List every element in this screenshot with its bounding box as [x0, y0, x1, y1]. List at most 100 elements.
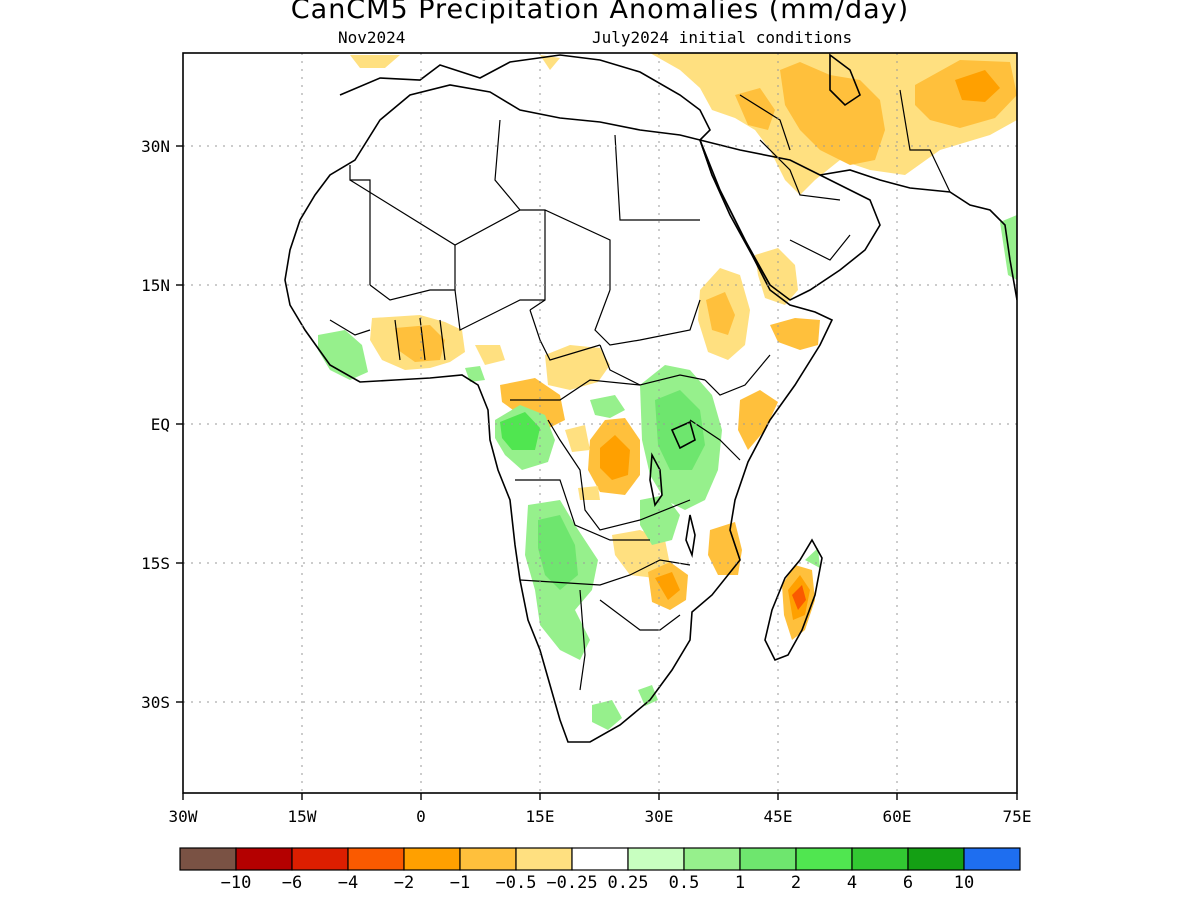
border-line	[349, 179, 611, 290]
wet-anomaly-region	[655, 390, 705, 470]
caspian-coastline	[829, 53, 861, 107]
border-line	[349, 165, 371, 285]
map-frame	[182, 52, 1018, 794]
anomaly-shading	[318, 53, 1017, 730]
colorbar-label: 2	[791, 873, 801, 893]
dry-anomaly-region	[578, 486, 600, 500]
graticule	[183, 53, 1017, 793]
colorbar-swatch	[179, 847, 237, 871]
colorbar-swatch	[291, 847, 349, 871]
colorbar-swatch	[235, 847, 293, 871]
colorbar-label: −2	[394, 873, 414, 893]
x-tick-label: 60E	[883, 807, 912, 826]
border-line	[547, 419, 691, 531]
dry-anomaly-region	[955, 70, 1000, 102]
border-line	[739, 94, 791, 151]
colorbar-swatch	[795, 847, 853, 871]
x-tick-label: 15W	[288, 807, 317, 826]
border-line	[579, 589, 586, 691]
colorbar-swatch	[403, 847, 461, 871]
dry-anomaly-region	[780, 62, 885, 165]
border-line	[704, 354, 771, 396]
mediterranean-coastline	[339, 54, 711, 141]
wet-anomaly-region	[538, 515, 578, 590]
y-tick-label: 30N	[141, 137, 170, 156]
dry-anomaly-region	[600, 435, 630, 480]
lake-malawi	[685, 514, 696, 559]
wet-anomaly-region	[590, 395, 625, 418]
y-tick-label: 15S	[141, 554, 170, 573]
border-line	[515, 479, 650, 541]
colorbar-swatch	[739, 847, 797, 871]
colorbar-swatch	[571, 847, 629, 871]
dry-anomaly-region	[565, 425, 590, 452]
colorbar-swatch	[683, 847, 741, 871]
x-tick-label: 30W	[169, 807, 198, 826]
red-sea-coastline	[699, 139, 771, 286]
colorbar-label: −1	[450, 873, 470, 893]
y-tick-label: EQ	[151, 415, 170, 434]
chart-title: CanCM5 Precipitation Anomalies (mm/day)	[290, 0, 910, 25]
dry-anomaly-region	[350, 55, 400, 68]
iran-coastline	[819, 169, 1017, 301]
border-line	[529, 309, 601, 361]
border-line	[329, 319, 371, 336]
dry-anomaly-region	[500, 378, 565, 430]
border-line	[519, 559, 691, 586]
colorbar-label: −0.5	[496, 873, 537, 893]
border-line	[759, 139, 841, 201]
colorbar-swatch	[963, 847, 1021, 871]
x-tick-label: 45E	[764, 807, 793, 826]
border-line	[599, 599, 681, 631]
wet-anomaly-region	[638, 685, 658, 706]
dry-anomaly-region	[655, 572, 680, 600]
colorbar-swatch	[347, 847, 405, 871]
lake-tanganyika	[649, 452, 663, 507]
colorbar-label: −0.25	[546, 873, 597, 893]
border-line	[614, 134, 700, 221]
dry-anomaly-region	[770, 318, 820, 350]
dry-anomaly-region	[540, 55, 560, 70]
wet-anomaly-region	[500, 412, 540, 450]
y-tick-label: 30S	[141, 693, 170, 712]
dry-anomaly-region	[792, 585, 806, 610]
border-line	[369, 245, 456, 301]
border-line	[494, 119, 521, 211]
border-line	[689, 419, 741, 461]
lake-victoria	[670, 420, 696, 450]
colorbar-label: −4	[338, 873, 358, 893]
dry-anomaly-region	[706, 292, 735, 335]
colorbar-label: −10	[221, 873, 252, 893]
tick-marks	[176, 145, 1018, 800]
wet-anomaly-region	[592, 700, 622, 730]
colorbar-label: 0.5	[669, 873, 700, 893]
wet-anomaly-region	[465, 366, 485, 382]
y-tick-label: 15N	[141, 276, 170, 295]
x-tick-label: 75E	[1003, 807, 1032, 826]
border-line	[594, 289, 701, 346]
border-line	[454, 289, 545, 331]
dry-anomaly-region	[475, 345, 505, 365]
colorbar-label: −6	[282, 873, 302, 893]
x-tick-label: 30E	[645, 807, 674, 826]
dry-anomaly-region	[708, 522, 742, 575]
colorbar-label: 4	[847, 873, 857, 893]
dry-anomaly-region	[738, 390, 778, 450]
country-borders	[329, 89, 951, 691]
colorbar-label: 6	[903, 873, 913, 893]
colorbar	[179, 847, 1021, 871]
colorbar-labels: −10 −6 −4 −2 −1 −0.5 −0.25 0.25 0.5 1 2 4 6 10	[221, 873, 975, 893]
colorbar-label: 0.25	[608, 873, 649, 893]
colorbar-swatch	[851, 847, 909, 871]
colorbar-swatch	[515, 847, 573, 871]
wet-anomaly-region	[318, 330, 368, 380]
madagascar-coastline	[764, 538, 823, 662]
dry-anomaly-region	[755, 248, 798, 305]
colorbar-label: 1	[735, 873, 745, 893]
colorbar-label: 10	[954, 873, 974, 893]
coastlines	[284, 53, 1017, 743]
dry-anomaly-region	[395, 325, 445, 362]
colorbar-swatch	[907, 847, 965, 871]
colorbar-swatch	[459, 847, 517, 871]
